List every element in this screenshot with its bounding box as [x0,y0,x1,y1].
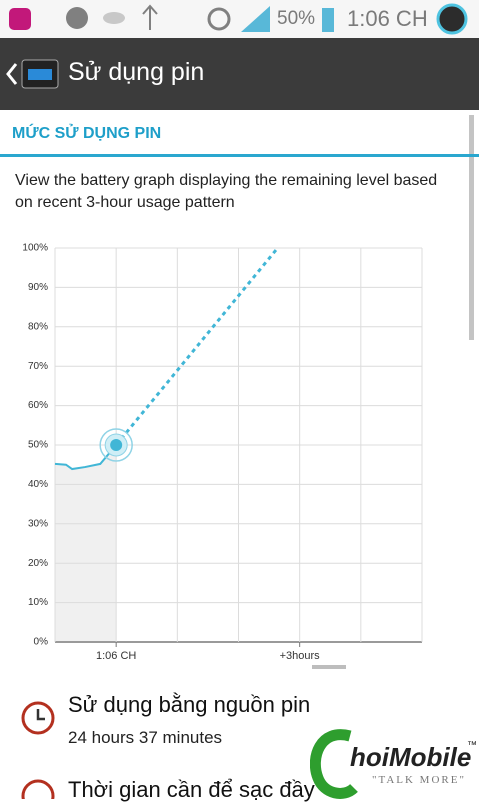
watermark: hoiMobile ™ "TALK MORE" [310,728,479,799]
y-tick-label: 40% [28,479,48,490]
alarm-icon [207,7,231,31]
current-marker-ring [99,428,133,462]
battery-chart: 0% 10% 20% 30% 40% 50% 60% 70% 80% 90% 100% 1:06 CH… [22,243,423,669]
y-tick-label: 80% [28,321,48,332]
y-tick-label: 90% [28,282,48,293]
y-tick-label: 0% [34,637,49,648]
watermark-c [310,729,358,799]
item-subtitle: 24 hours 37 minutes [68,728,223,747]
clock-hands [36,709,45,721]
clock-icon [21,701,55,735]
y-tick-label: 20% [28,558,48,569]
battery-line [115,247,279,446]
scrollbar [469,115,474,340]
power-icon [436,3,468,35]
clock-icon [21,779,55,799]
item-icons [21,701,55,799]
current-marker [110,439,123,451]
item-title[interactable]: Thời gian cần để sạc đầy [68,777,315,802]
x-tick-label: +3hours [280,650,321,662]
description: View the battery graph displaying the re… [15,172,438,211]
sync-icon [66,7,88,29]
watermark-tagline: "TALK MORE" [372,774,466,786]
screen-title: Sử dụng pin [68,58,205,86]
y-tick-label: 100% [22,243,48,254]
usb-icon [142,4,158,30]
leaf-icon [103,12,125,24]
y-tick-label: 10% [28,597,48,608]
y-tick-label: 70% [28,361,48,372]
section-header: MỨC SỬ DỤNG PIN [12,125,162,142]
section-divider [0,154,479,157]
battery-line [54,444,117,471]
watermark-brand: hoiMobile [350,742,472,772]
y-tick-label: 60% [28,400,48,411]
carrier-icon [9,8,31,30]
back-arrow [6,63,18,85]
watermark-logo [310,729,358,799]
battery-icon [322,8,334,32]
battery-percent: 50% [277,8,316,29]
history-area [55,445,117,642]
status-icons [9,3,468,35]
back-button[interactable] [0,38,66,110]
action-bar: Sử dụng pin [0,38,479,110]
x-tick-label: 1:06 CH [96,650,136,662]
y-tick-label: 50% [28,440,48,451]
status-bar: 50% 1:06 CH [0,0,479,38]
signal-icon [241,6,270,32]
scroll-indicator [312,665,346,669]
clock: 1:06 CH [347,6,428,31]
app-icon-battery [28,69,52,80]
watermark-tm: ™ [467,740,477,751]
item-title[interactable]: Sử dụng bằng nguồn pin [68,692,311,717]
y-tick-label: 30% [28,518,48,529]
